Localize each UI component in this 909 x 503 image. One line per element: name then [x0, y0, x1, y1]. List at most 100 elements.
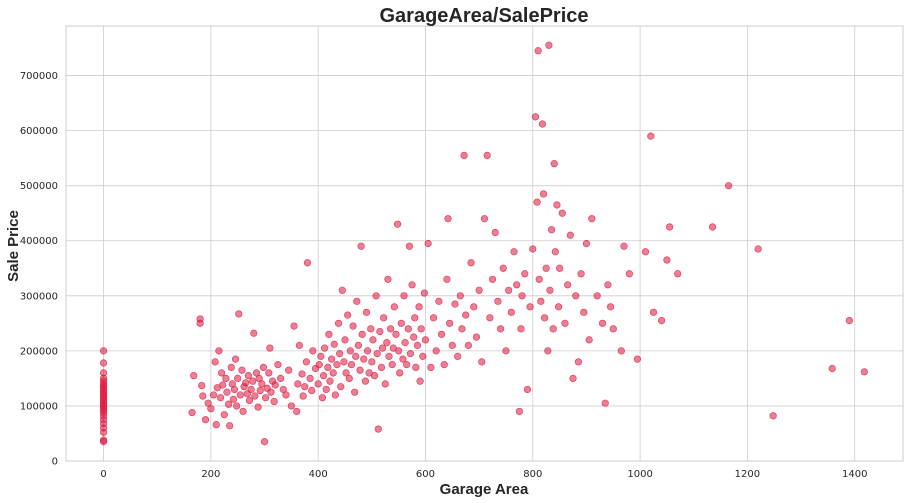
data-point: [381, 380, 389, 388]
data-point: [502, 347, 510, 355]
data-point: [419, 352, 427, 360]
data-point: [338, 286, 346, 294]
data-point: [378, 344, 387, 352]
data-point: [322, 385, 330, 394]
data-point: [725, 182, 733, 190]
data-point: [663, 256, 671, 264]
data-point: [620, 242, 628, 250]
y-tick-label: 300000: [20, 291, 58, 302]
data-point: [353, 297, 361, 305]
data-point: [383, 339, 391, 347]
data-point: [238, 366, 246, 374]
data-point: [294, 380, 302, 388]
data-point: [234, 374, 242, 383]
data-point: [598, 319, 607, 327]
data-point: [227, 363, 235, 371]
data-point: [247, 385, 255, 394]
data-point: [617, 347, 625, 355]
data-point: [282, 391, 290, 399]
data-point: [331, 391, 339, 399]
data-point: [314, 380, 322, 388]
data-points: [99, 41, 868, 446]
data-point: [285, 366, 293, 374]
data-point: [217, 369, 226, 377]
data-point: [226, 422, 234, 430]
data-point: [336, 350, 344, 358]
data-point: [609, 325, 617, 333]
x-tick-label: 1000: [627, 469, 652, 480]
data-point: [515, 407, 523, 416]
data-point: [393, 220, 402, 228]
data-point: [625, 270, 633, 278]
data-point: [518, 292, 526, 300]
data-point: [201, 416, 210, 424]
data-point: [546, 286, 554, 294]
data-point: [754, 245, 762, 253]
data-point: [554, 303, 563, 311]
data-point: [470, 303, 478, 311]
data-point: [531, 113, 540, 121]
data-point: [236, 391, 244, 399]
data-point: [539, 190, 548, 198]
data-point: [593, 292, 601, 300]
data-point: [242, 379, 250, 387]
data-point: [460, 151, 468, 159]
data-point: [410, 333, 418, 341]
data-point: [303, 259, 312, 267]
y-tick-labels: 0 100000 200000 300000 400000 500000 600000 700…: [20, 71, 58, 467]
data-point: [357, 242, 365, 250]
data-point: [211, 358, 219, 366]
data-point: [318, 394, 327, 402]
data-point: [558, 209, 566, 217]
data-point: [299, 392, 307, 400]
data-point: [480, 215, 489, 223]
data-point: [429, 314, 438, 322]
data-point: [513, 281, 521, 289]
data-point: [250, 329, 258, 337]
data-point: [351, 388, 359, 396]
data-point: [315, 361, 323, 369]
y-tick-label: 700000: [20, 71, 58, 82]
data-point: [395, 347, 403, 355]
data-point: [574, 358, 582, 366]
data-point: [538, 120, 547, 128]
data-point: [534, 47, 542, 55]
data-point: [229, 395, 237, 403]
data-point: [99, 436, 108, 444]
data-point: [491, 228, 499, 237]
data-point: [333, 361, 341, 369]
data-point: [488, 275, 497, 283]
data-point: [521, 270, 529, 278]
y-tick-label: 600000: [20, 126, 58, 137]
data-point: [505, 286, 513, 294]
data-point: [342, 369, 350, 377]
data-point: [346, 347, 354, 355]
x-tick-label: 800: [523, 469, 542, 480]
data-point: [397, 319, 405, 327]
data-point: [290, 322, 298, 330]
data-point: [444, 215, 452, 223]
data-point: [321, 344, 329, 352]
x-tick-label: 600: [416, 469, 435, 480]
data-point: [270, 397, 278, 406]
data-point: [372, 292, 380, 300]
data-point: [547, 226, 556, 234]
data-point: [535, 275, 543, 283]
data-point: [390, 303, 398, 311]
data-point: [432, 347, 440, 355]
data-point: [542, 264, 550, 272]
data-point: [399, 355, 407, 363]
data-point: [244, 372, 253, 380]
data-point: [223, 388, 231, 396]
data-point: [472, 333, 481, 341]
data-point: [188, 408, 196, 417]
data-point: [551, 248, 559, 256]
data-point: [446, 319, 454, 327]
data-point: [298, 370, 306, 378]
data-point: [411, 314, 419, 322]
data-point: [384, 275, 392, 283]
data-point: [330, 340, 338, 348]
data-point: [233, 402, 241, 410]
data-point: [462, 311, 470, 319]
data-point: [341, 336, 349, 344]
